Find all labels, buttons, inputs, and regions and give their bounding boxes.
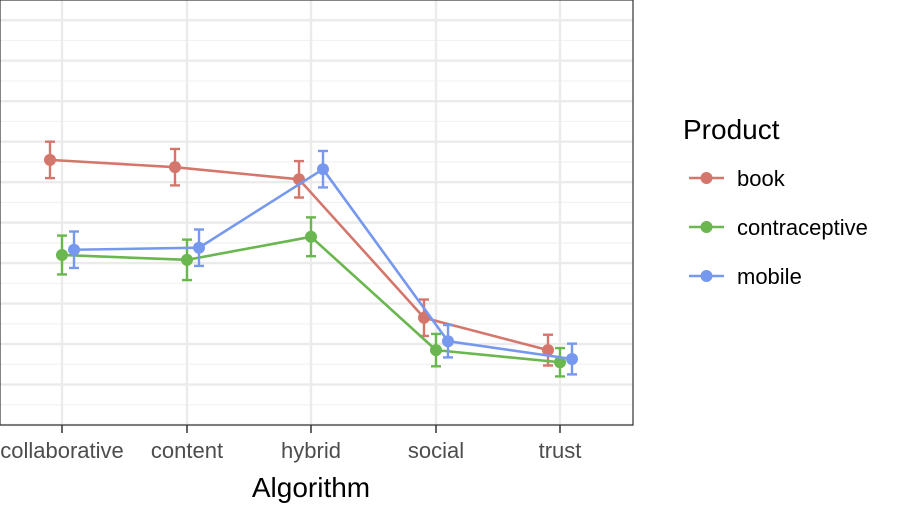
x-tick-label: hybrid xyxy=(281,438,341,463)
x-axis: collaborative content hybrid social trust xyxy=(0,425,581,463)
x-tick-label: collaborative xyxy=(0,438,124,463)
data-point xyxy=(305,230,317,243)
x-tick-label: trust xyxy=(539,438,582,463)
data-point xyxy=(193,241,205,254)
x-tick-label: content xyxy=(151,438,223,463)
legend-item-book: book xyxy=(689,166,786,191)
data-point xyxy=(317,163,329,176)
legend-key-point xyxy=(700,270,713,282)
data-point xyxy=(44,153,56,166)
series-layer xyxy=(44,140,578,378)
legend: Product book contraceptive mobile xyxy=(683,114,868,289)
x-tick-label: social xyxy=(408,438,464,463)
data-point xyxy=(442,335,454,348)
legend-title: Product xyxy=(683,114,780,145)
legend-item-contraceptive: contraceptive xyxy=(689,215,868,240)
legend-item-mobile: mobile xyxy=(689,264,802,289)
series-contraceptive xyxy=(56,216,566,378)
data-point xyxy=(56,249,68,261)
series-mobile xyxy=(68,149,578,376)
data-point xyxy=(554,356,566,369)
series-book xyxy=(44,140,554,367)
data-point xyxy=(418,311,430,324)
legend-key-point xyxy=(700,172,713,184)
data-point xyxy=(430,344,442,357)
data-point xyxy=(542,344,554,357)
data-point xyxy=(566,353,578,366)
data-point xyxy=(169,161,181,174)
panel-background xyxy=(0,0,633,425)
x-axis-title: Algorithm xyxy=(252,472,370,503)
legend-key-point xyxy=(700,221,713,233)
data-point xyxy=(68,243,80,256)
panel-border xyxy=(0,0,634,426)
legend-label: contraceptive xyxy=(737,215,868,240)
legend-label: mobile xyxy=(737,264,802,289)
minor-gridlines xyxy=(0,39,633,406)
legend-label: book xyxy=(737,166,786,191)
data-point xyxy=(181,253,193,266)
